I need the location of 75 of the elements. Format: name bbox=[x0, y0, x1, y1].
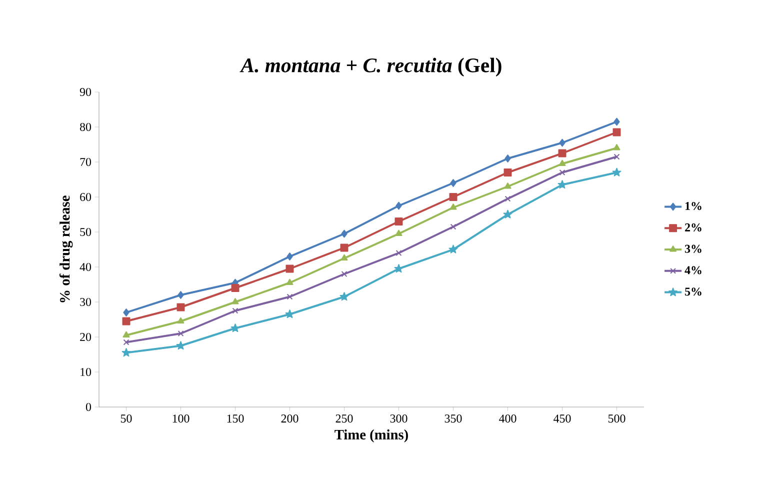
point bbox=[558, 149, 566, 158]
point bbox=[285, 310, 294, 318]
point bbox=[559, 170, 566, 176]
point bbox=[122, 331, 130, 338]
point bbox=[232, 308, 238, 314]
point bbox=[286, 252, 293, 260]
y-tick-label: 50 bbox=[80, 228, 92, 236]
point bbox=[504, 196, 511, 202]
point bbox=[504, 168, 512, 176]
point bbox=[341, 230, 348, 238]
legend-label: 3% bbox=[684, 244, 702, 253]
point bbox=[504, 182, 512, 189]
point bbox=[340, 292, 349, 301]
point bbox=[123, 308, 130, 316]
point bbox=[178, 330, 184, 336]
point bbox=[178, 291, 184, 299]
point bbox=[176, 341, 186, 350]
point bbox=[123, 339, 130, 346]
y-tick-label: 40 bbox=[80, 262, 92, 272]
point bbox=[341, 271, 348, 277]
x-axis-title: Time (mins) bbox=[334, 429, 408, 442]
point bbox=[613, 144, 620, 150]
point bbox=[449, 193, 458, 201]
point bbox=[394, 218, 403, 226]
x-tick-label: 50 bbox=[120, 414, 132, 423]
point bbox=[450, 224, 456, 230]
y-tick-label: 90 bbox=[80, 88, 92, 96]
point bbox=[122, 348, 131, 357]
point bbox=[231, 284, 240, 292]
point bbox=[395, 230, 402, 236]
y-axis-title: % of drug release bbox=[59, 196, 73, 302]
point bbox=[614, 154, 620, 160]
chart-title: A. montana + C. recutita (Gel) bbox=[240, 58, 502, 77]
legend-label: 1% bbox=[685, 202, 702, 210]
x-tick-label: 100 bbox=[172, 414, 190, 423]
point bbox=[612, 168, 622, 176]
point bbox=[614, 118, 620, 126]
point bbox=[612, 128, 621, 136]
point bbox=[122, 317, 130, 326]
y-tick-label: 60 bbox=[80, 192, 92, 202]
point bbox=[286, 294, 293, 300]
point bbox=[177, 317, 184, 324]
point bbox=[558, 160, 566, 166]
point bbox=[450, 179, 456, 187]
x-tick-label: 400 bbox=[499, 414, 516, 423]
y-tick-label: 0 bbox=[86, 402, 92, 412]
x-tick-label: 250 bbox=[336, 414, 353, 423]
x-tick-label: 350 bbox=[444, 414, 462, 423]
x-tick-label: 150 bbox=[227, 414, 244, 423]
point bbox=[394, 264, 404, 273]
x-tick-label: 300 bbox=[390, 414, 408, 423]
point bbox=[396, 202, 402, 210]
point bbox=[396, 250, 402, 256]
y-tick-label: 80 bbox=[80, 122, 92, 132]
y-tick-label: 20 bbox=[80, 332, 92, 342]
x-tick-label: 500 bbox=[608, 414, 626, 423]
point bbox=[450, 204, 457, 210]
point bbox=[504, 154, 511, 162]
point bbox=[503, 210, 512, 218]
point bbox=[448, 244, 458, 254]
point bbox=[559, 138, 566, 147]
point bbox=[232, 298, 239, 304]
legend-label: 5% bbox=[685, 288, 702, 296]
legend-label: 2% bbox=[685, 223, 702, 232]
point bbox=[340, 254, 348, 260]
y-tick-label: 30 bbox=[80, 298, 92, 306]
point bbox=[286, 264, 294, 273]
point bbox=[286, 278, 294, 285]
x-tick-label: 450 bbox=[554, 414, 571, 423]
y-tick-label: 10 bbox=[80, 368, 92, 376]
point bbox=[340, 244, 348, 252]
y-tick-label: 70 bbox=[80, 158, 92, 166]
legend-label: 4% bbox=[684, 266, 702, 274]
point bbox=[176, 303, 185, 312]
x-tick-label: 200 bbox=[281, 414, 298, 423]
